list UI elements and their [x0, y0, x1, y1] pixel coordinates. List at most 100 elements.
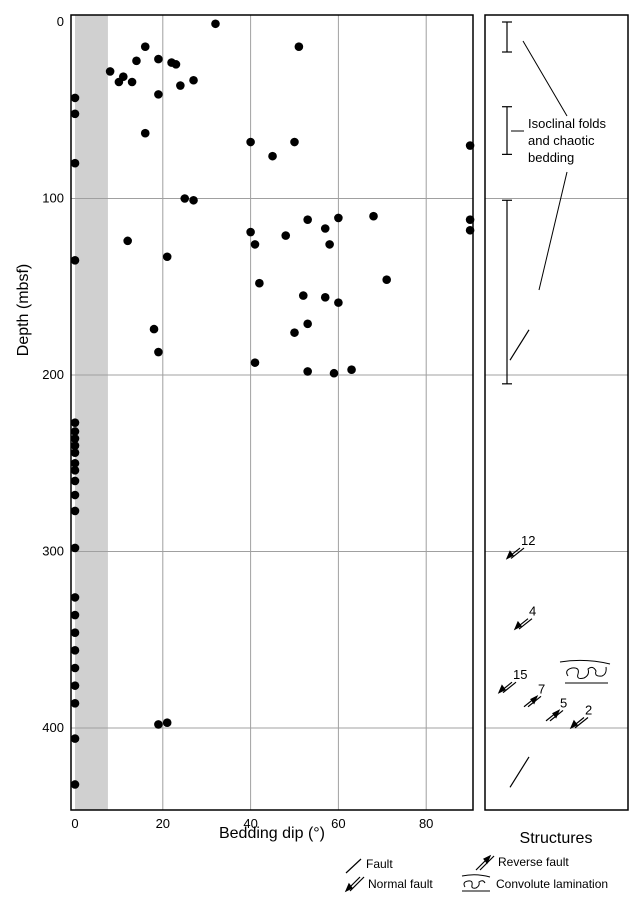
legend-reverse-fault: Reverse fault [475, 854, 569, 871]
y-gridlines [71, 198, 473, 729]
fault-fault-symbol [509, 756, 530, 788]
data-point [154, 720, 163, 729]
data-point [70, 681, 80, 690]
data-point [70, 593, 80, 602]
svg-text:Isoclinal folds: Isoclinal folds [528, 116, 607, 131]
data-point [320, 293, 330, 302]
data-point [70, 93, 80, 103]
svg-text:Normal fault: Normal fault [368, 877, 433, 891]
data-point [347, 365, 356, 375]
shaded-band [75, 15, 108, 810]
data-point [154, 90, 163, 99]
data-point [70, 476, 80, 486]
data-point [140, 42, 150, 52]
x-tick-label: 40 [243, 816, 257, 831]
data-point [70, 628, 80, 637]
data-point [246, 137, 255, 147]
legend-convolute-lamination: Convolute lamination [461, 874, 608, 892]
fold-interval [502, 199, 512, 385]
data-point [180, 194, 190, 203]
data-point [162, 718, 172, 728]
normal-fault-symbol: 2 [569, 703, 592, 730]
data-point [70, 663, 80, 673]
x-gridlines [162, 15, 427, 810]
x-tick-label: 20 [156, 816, 170, 831]
data-point [70, 734, 80, 743]
reverse-fault-symbol: 7 [523, 681, 545, 708]
data-point [70, 698, 80, 708]
fault-label: 15 [513, 667, 527, 682]
annotation-leader-lines [511, 40, 568, 291]
data-point [268, 151, 277, 161]
data-point [70, 610, 80, 620]
data-point [325, 240, 334, 249]
data-point [70, 646, 80, 655]
data-point [290, 328, 299, 337]
data-point [70, 109, 80, 119]
fault-symbols: 12 4 15 75 2 [497, 329, 592, 788]
data-point [140, 128, 150, 138]
data-point [369, 211, 378, 221]
data-point [154, 347, 163, 357]
fold-interval [502, 106, 512, 155]
svg-text:Reverse fault: Reverse fault [498, 855, 569, 869]
convolute-lamination-icon [461, 874, 491, 892]
normal-fault-icon [344, 876, 365, 893]
legend-normal-fault: Normal fault [344, 876, 433, 893]
data-point [105, 67, 115, 76]
x-tick-labels: 0 20 40 60 80 [71, 816, 433, 831]
data-point [334, 213, 343, 223]
x-tick-label: 60 [331, 816, 345, 831]
fault-label: 12 [521, 533, 535, 548]
fault-label: 5 [560, 695, 567, 710]
data-point [154, 54, 163, 64]
data-point [176, 81, 185, 90]
data-point [303, 215, 312, 224]
data-point [465, 225, 475, 235]
data-point [70, 448, 80, 457]
data-point [70, 255, 80, 265]
legend-fault: Fault [345, 857, 393, 874]
data-point [132, 56, 141, 66]
svg-text:and chaotic: and chaotic [528, 133, 595, 148]
data-point [281, 231, 291, 240]
data-point [211, 19, 220, 29]
data-point [162, 252, 172, 262]
y-tick-label: 100 [42, 191, 64, 206]
data-point [70, 158, 80, 168]
data-point [334, 298, 343, 307]
data-point [70, 490, 80, 500]
structure-gridlines [485, 198, 628, 729]
reverse-fault-symbol: 5 [545, 695, 567, 722]
data-point [123, 236, 132, 246]
data-point [465, 215, 475, 224]
data-point [246, 227, 255, 237]
convolute-lamination-symbol [559, 659, 611, 684]
data-point [70, 506, 80, 516]
data-point [70, 418, 80, 427]
dip-plot-frame [70, 14, 474, 811]
reverse-fault-icon [475, 854, 495, 871]
svg-text:bedding: bedding [528, 150, 574, 165]
x-tick-label: 80 [419, 816, 433, 831]
data-point [127, 77, 137, 87]
data-point [171, 60, 181, 69]
data-point [290, 137, 299, 147]
fault-label: 2 [585, 703, 592, 718]
data-point [70, 543, 80, 553]
data-point [70, 434, 80, 443]
data-point [250, 240, 260, 249]
y-tick-label: 400 [42, 720, 64, 735]
data-point [294, 42, 304, 52]
legend: Fault Normal fault Reverse fault [344, 854, 608, 893]
data-point [70, 458, 80, 468]
data-point [70, 780, 80, 789]
normal-fault-symbol: 15 [497, 667, 527, 694]
fault-line-icon [345, 858, 362, 874]
data-point [70, 466, 80, 475]
data-point [303, 319, 312, 329]
fault-label: 4 [529, 604, 536, 619]
data-point [70, 427, 80, 436]
